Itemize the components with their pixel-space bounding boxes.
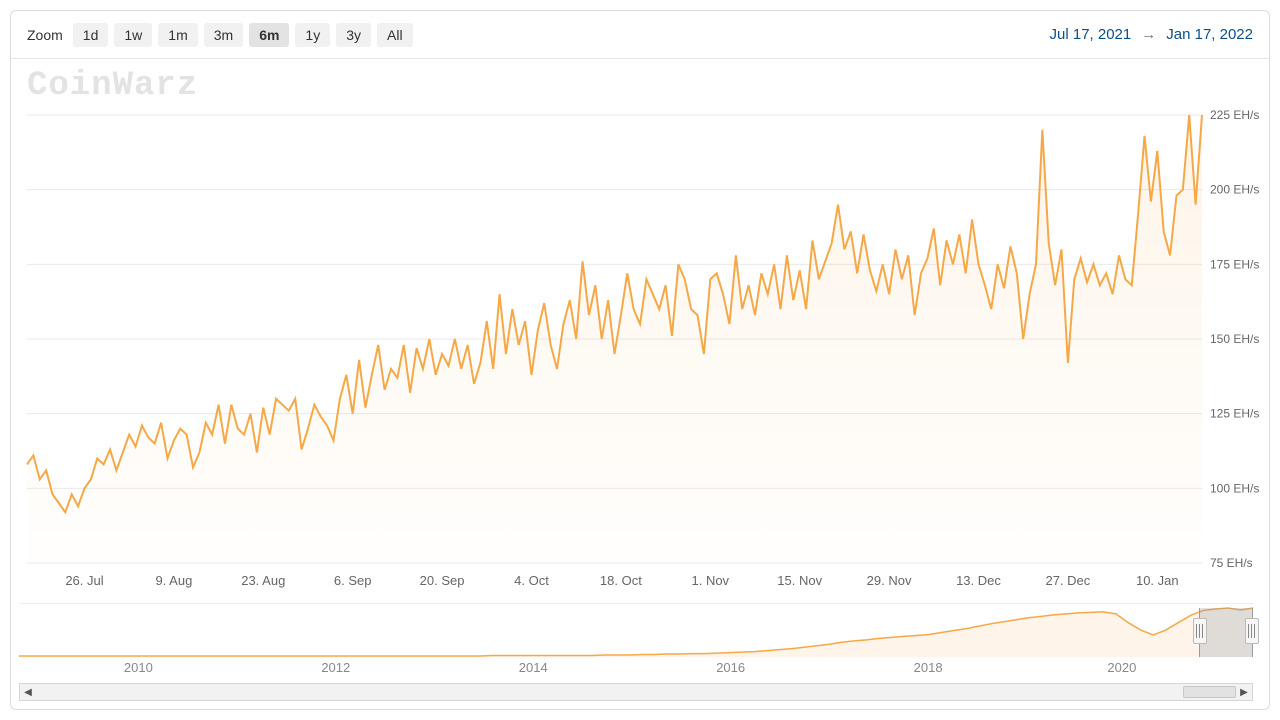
svg-text:13. Dec: 13. Dec [956, 573, 1001, 588]
zoom-button-group: 1d1w1m 3m6m1y3yAll [73, 23, 419, 47]
svg-text:1. Nov: 1. Nov [691, 573, 729, 588]
main-chart-svg: 75 EH/s 100 EH/s 125 EH/s 150 EH/s 175 EH/s 2… [11, 59, 1268, 597]
navigator-svg: 2010 2012 2014 2016 2018 2020 [19, 604, 1253, 675]
zoom-label: Zoom [27, 27, 63, 43]
svg-text:2016: 2016 [716, 660, 745, 675]
svg-text:26. Jul: 26. Jul [65, 573, 103, 588]
svg-text:15. Nov: 15. Nov [777, 573, 822, 588]
navigator-handle-left[interactable] [1193, 618, 1207, 644]
scrollbar-right-button[interactable]: ▶ [1236, 684, 1252, 700]
svg-text:2010: 2010 [124, 660, 153, 675]
svg-text:2014: 2014 [519, 660, 548, 675]
scrollbar-track[interactable] [36, 684, 1236, 700]
svg-text:6. Sep: 6. Sep [334, 573, 372, 588]
main-chart-area[interactable]: CoinWarz 75 EH/s100 EH/s125 EH/s150 EH/s… [11, 59, 1269, 593]
svg-text:9. Aug: 9. Aug [155, 573, 192, 588]
svg-text:2018: 2018 [914, 660, 943, 675]
date-range: Jul 17, 2021 → Jan 17, 2022 [1050, 26, 1253, 43]
zoom-3y-button[interactable]: 3y [336, 23, 371, 47]
toolbar: Zoom 1d1w1m 3m6m1y3yAll Jul 17, 2021 → Ja… [11, 11, 1269, 59]
navigator-window[interactable] [1199, 608, 1253, 657]
svg-text:125 EH/s: 125 EH/s [1210, 407, 1259, 421]
zoom-3m-button[interactable]: 3m [204, 23, 243, 47]
svg-text:75 EH/s: 75 EH/s [1210, 556, 1253, 570]
scrollbar-thumb[interactable] [1183, 686, 1236, 698]
svg-text:150 EH/s: 150 EH/s [1210, 332, 1259, 346]
svg-text:175 EH/s: 175 EH/s [1210, 257, 1259, 271]
zoom-1y-button[interactable]: 1y [295, 23, 330, 47]
svg-text:2020: 2020 [1107, 660, 1136, 675]
svg-text:200 EH/s: 200 EH/s [1210, 183, 1259, 197]
zoom-6m-button[interactable]: 6m [249, 23, 289, 47]
navigator[interactable]: 2010 2012 2014 2016 2018 2020 [19, 603, 1253, 675]
svg-text:18. Oct: 18. Oct [600, 573, 642, 588]
svg-text:4. Oct: 4. Oct [514, 573, 549, 588]
svg-text:20. Sep: 20. Sep [420, 573, 465, 588]
zoom-1d-button[interactable]: 1d [73, 23, 109, 47]
svg-text:100 EH/s: 100 EH/s [1210, 481, 1259, 495]
svg-text:27. Dec: 27. Dec [1045, 573, 1090, 588]
zoom-all-button[interactable]: All [377, 23, 413, 47]
scrollbar-left-button[interactable]: ◀ [20, 684, 36, 700]
zoom-1w-button[interactable]: 1w [114, 23, 152, 47]
svg-text:23. Aug: 23. Aug [241, 573, 285, 588]
date-to[interactable]: Jan 17, 2022 [1166, 26, 1253, 43]
zoom-1m-button[interactable]: 1m [158, 23, 197, 47]
svg-text:29. Nov: 29. Nov [867, 573, 912, 588]
arrow-right-icon: → [1141, 26, 1156, 43]
navigator-scrollbar[interactable]: ◀ ▶ [19, 683, 1253, 701]
chart-card: Zoom 1d1w1m 3m6m1y3yAll Jul 17, 2021 → Ja… [10, 10, 1270, 710]
svg-text:10. Jan: 10. Jan [1136, 573, 1179, 588]
date-from[interactable]: Jul 17, 2021 [1050, 26, 1132, 43]
navigator-handle-right[interactable] [1245, 618, 1259, 644]
svg-text:2012: 2012 [321, 660, 350, 675]
svg-text:225 EH/s: 225 EH/s [1210, 108, 1259, 122]
